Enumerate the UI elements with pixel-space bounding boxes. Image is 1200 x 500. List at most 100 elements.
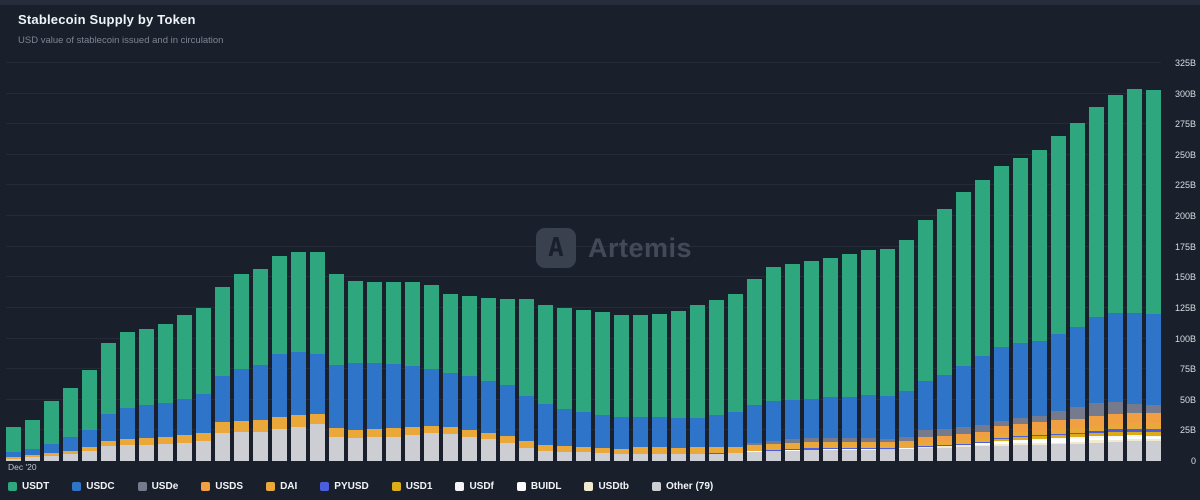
bar-Jun-25[interactable] [1032, 63, 1047, 461]
segment-Other-79- [500, 442, 515, 461]
bar-Sep-21[interactable] [177, 63, 192, 461]
bar-Sep-23[interactable] [633, 63, 648, 461]
bar-Oct-21[interactable] [196, 63, 211, 461]
segment-USDS [1013, 423, 1028, 432]
bar-Oct-22[interactable] [424, 63, 439, 461]
bar-Dec-20[interactable] [6, 63, 21, 461]
bar-Jul-23[interactable] [595, 63, 610, 461]
segment-DAI [880, 443, 895, 449]
legend-item-Other-79-[interactable]: Other (79) [652, 481, 713, 492]
bar-Nov-22[interactable] [443, 63, 458, 461]
bar-Mar-22[interactable] [291, 63, 306, 461]
bar-Jul-22[interactable] [367, 63, 382, 461]
segment-USDC [44, 443, 59, 454]
bar-May-24[interactable] [785, 63, 800, 461]
segment-USDC [1051, 333, 1066, 411]
bar-Aug-23[interactable] [614, 63, 629, 461]
bar-Aug-24[interactable] [842, 63, 857, 461]
segment-USDC [975, 356, 990, 425]
segment-USDC [1127, 313, 1142, 404]
segment-DAI [272, 417, 287, 430]
segment-DAI [937, 440, 952, 446]
bar-Feb-21[interactable] [44, 63, 59, 461]
bar-Aug-21[interactable] [158, 63, 173, 461]
legend-item-USDe[interactable]: USDe [137, 481, 178, 492]
bar-Mar-24[interactable] [747, 63, 762, 461]
bar-Mar-23[interactable] [519, 63, 534, 461]
bar-Jan-23[interactable] [481, 63, 496, 461]
bar-Dec-22[interactable] [462, 63, 477, 461]
legend-item-BUIDL[interactable]: BUIDL [516, 481, 561, 492]
bar-Dec-21[interactable] [234, 63, 249, 461]
bar-Apr-21[interactable] [82, 63, 97, 461]
bar-Sep-24[interactable] [861, 63, 876, 461]
bar-Jan-21[interactable] [25, 63, 40, 461]
segment-USDe [918, 430, 933, 438]
bar-Nov-23[interactable] [671, 63, 686, 461]
bar-Nov-25[interactable] [1127, 63, 1142, 461]
bar-May-23[interactable] [557, 63, 572, 461]
bar-Jan-22[interactable] [253, 63, 268, 461]
bar-Aug-25[interactable] [1070, 63, 1085, 461]
segment-USDC [823, 397, 838, 438]
segment-USDf [1089, 435, 1104, 438]
bar-Jul-24[interactable] [823, 63, 838, 461]
bar-Sep-22[interactable] [405, 63, 420, 461]
bar-Jul-21[interactable] [139, 63, 154, 461]
segment-Other-79- [994, 445, 1009, 461]
bar-Dec-23[interactable] [690, 63, 705, 461]
segment-BUIDL [937, 445, 952, 447]
segment-DAI [994, 433, 1009, 438]
segment-USDC [861, 395, 876, 439]
legend-item-USDT[interactable]: USDT [8, 481, 49, 492]
bar-Oct-25[interactable] [1108, 63, 1123, 461]
segment-Other-79- [595, 453, 610, 461]
bar-May-21[interactable] [101, 63, 116, 461]
segment-DAI [234, 420, 249, 432]
legend-item-USDC[interactable]: USDC [72, 481, 115, 492]
bar-Jul-25[interactable] [1051, 63, 1066, 461]
legend-item-PYUSD[interactable]: PYUSD [320, 481, 369, 492]
bar-Apr-25[interactable] [994, 63, 1009, 461]
legend-item-USDS[interactable]: USDS [201, 481, 243, 492]
legend-item-USD1[interactable]: USD1 [391, 481, 432, 492]
bar-Feb-23[interactable] [500, 63, 515, 461]
bar-Jan-25[interactable] [937, 63, 952, 461]
bar-Oct-23[interactable] [652, 63, 667, 461]
segment-Other-79- [82, 451, 97, 461]
bar-Dec-25[interactable] [1146, 63, 1161, 461]
segment-Other-79- [880, 449, 895, 461]
bar-Feb-22[interactable] [272, 63, 287, 461]
bar-Sep-25[interactable] [1089, 63, 1104, 461]
bar-Dec-24[interactable] [918, 63, 933, 461]
bar-Aug-22[interactable] [386, 63, 401, 461]
segment-Other-79- [6, 458, 21, 461]
bar-Jun-24[interactable] [804, 63, 819, 461]
bar-Feb-25[interactable] [956, 63, 971, 461]
bar-Nov-24[interactable] [899, 63, 914, 461]
segment-USDC [291, 352, 306, 415]
segment-Other-79- [861, 449, 876, 461]
bar-May-25[interactable] [1013, 63, 1028, 461]
segment-USDS [861, 441, 876, 443]
legend-item-DAI[interactable]: DAI [266, 481, 297, 492]
bar-Apr-23[interactable] [538, 63, 553, 461]
bar-Jun-21[interactable] [120, 63, 135, 461]
bar-Jun-22[interactable] [348, 63, 363, 461]
bar-Feb-24[interactable] [728, 63, 743, 461]
legend-label: USDT [22, 480, 50, 492]
bar-Apr-22[interactable] [310, 63, 325, 461]
bar-Apr-24[interactable] [766, 63, 781, 461]
legend-item-USDtb[interactable]: USDtb [584, 481, 629, 492]
bar-May-22[interactable] [329, 63, 344, 461]
bar-Mar-25[interactable] [975, 63, 990, 461]
bar-Jan-24[interactable] [709, 63, 724, 461]
bar-Nov-21[interactable] [215, 63, 230, 461]
bar-Mar-21[interactable] [63, 63, 78, 461]
segment-USDe [1127, 403, 1142, 414]
legend-item-USDf[interactable]: USDf [455, 481, 494, 492]
segment-USDT [861, 249, 876, 396]
bar-Jun-23[interactable] [576, 63, 591, 461]
bar-Oct-24[interactable] [880, 63, 895, 461]
segment-USDC [994, 347, 1009, 421]
